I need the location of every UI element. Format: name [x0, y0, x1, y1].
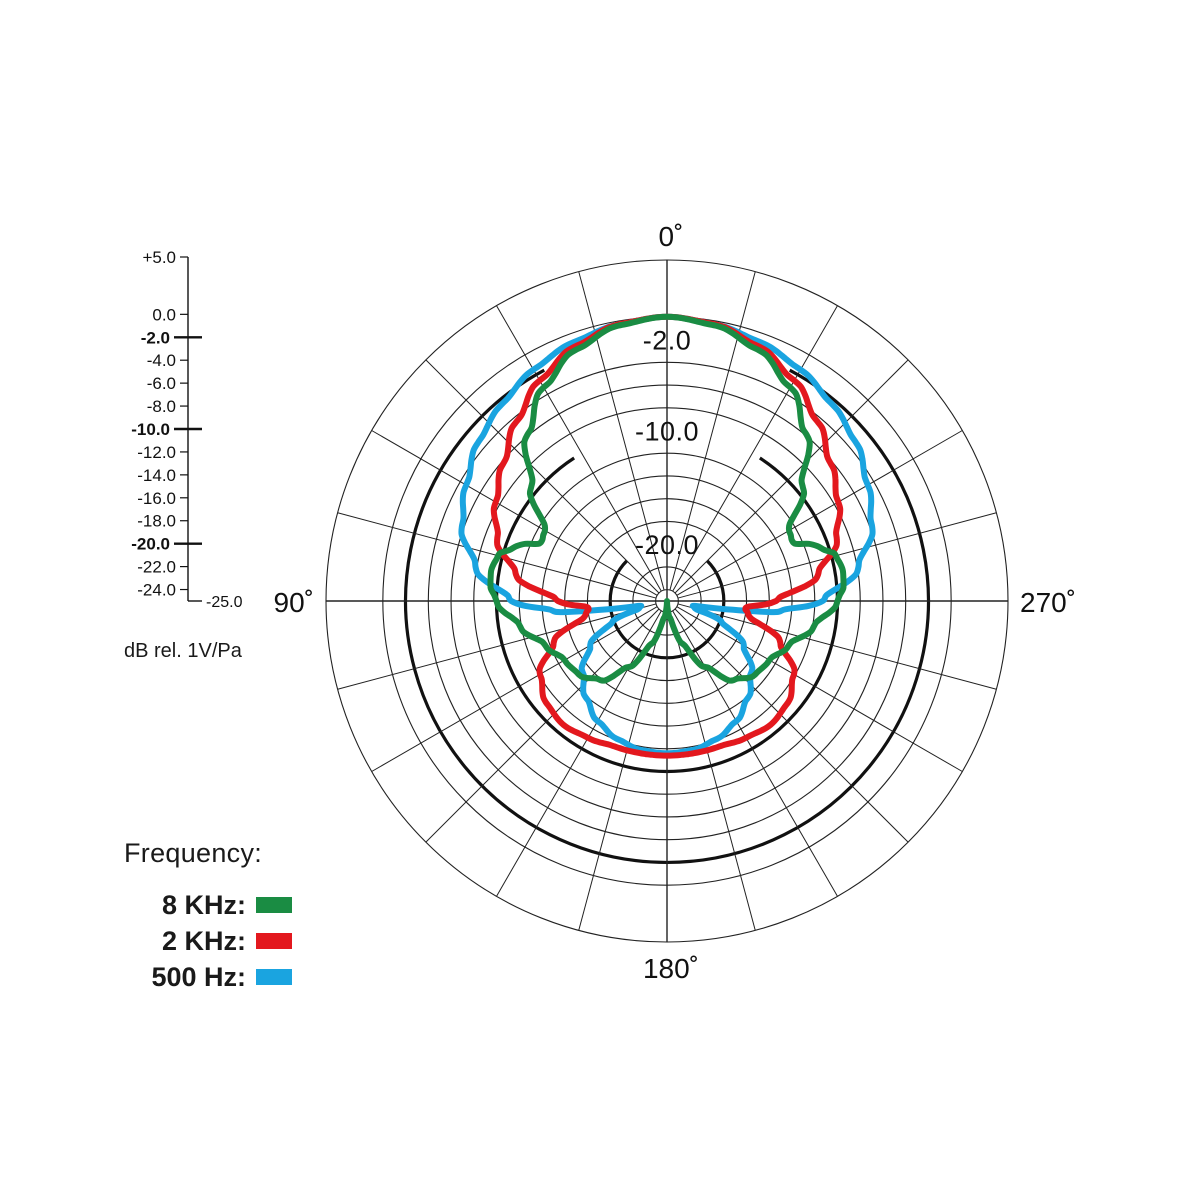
scale-tick-label: 0.0 [152, 305, 176, 324]
scale-tick-label: -8.0 [147, 397, 176, 416]
legend-item-2khz: 2 KHz: [124, 923, 292, 959]
legend-swatch [256, 897, 292, 913]
grid-spoke [337, 603, 657, 690]
grid-spoke [578, 611, 665, 931]
legend-item-500hz: 500 Hz: [124, 959, 292, 995]
db-scale: +5.0 0.0 -2.0 -4.0 -6.0 -8.0 -10.0 -12.0 -14.0 -1… [131, 248, 242, 611]
scale-tick-label: -4.0 [147, 351, 176, 370]
grid-spoke [496, 305, 662, 592]
scale-tick-label: -25.0 [206, 594, 243, 611]
legend-swatch [256, 933, 292, 949]
grid-spoke [425, 359, 660, 594]
grid-spoke [578, 271, 665, 591]
grid-spoke [677, 603, 997, 690]
grid-spoke [425, 608, 660, 843]
grid-spoke [669, 611, 756, 931]
angle-label: 180˚ [643, 953, 699, 984]
grid-spoke [676, 606, 963, 772]
grid-spoke [496, 610, 662, 897]
angle-label: 270˚ [1020, 587, 1076, 618]
scale-tick-label: -24.0 [137, 581, 176, 600]
scale-unit-label: dB rel. 1V/Pa [124, 640, 242, 662]
scale-tick-label: +5.0 [142, 248, 176, 267]
series-group [458, 313, 876, 759]
legend-swatch [256, 969, 292, 985]
angle-label: 0˚ [659, 221, 684, 252]
ring-label: -10.0 [635, 417, 699, 447]
angle-label: 90˚ [274, 587, 314, 618]
grid-spoke [672, 610, 838, 897]
ring-label: -2.0 [643, 326, 692, 356]
scale-tick-label: -22.0 [137, 558, 176, 577]
grid-spoke [676, 430, 963, 596]
grid-spoke [371, 430, 658, 596]
legend-item-8khz: 8 KHz: [124, 887, 292, 923]
legend: Frequency: 8 KHz: 2 KHz: 500 Hz: [124, 838, 292, 995]
scale-tick-label: -2.0 [141, 328, 170, 347]
scale-tick-label: -10.0 [131, 420, 170, 439]
angle-labels: 0˚ 90˚ 180˚ 270˚ [274, 221, 1077, 984]
scale-tick-label: -12.0 [137, 443, 176, 462]
series-2khz-curve [490, 313, 844, 759]
scale-tick-label: -14.0 [137, 466, 176, 485]
ring-labels: -2.0 -10.0 -20.0 [635, 326, 699, 561]
scale-tick-label: -6.0 [147, 374, 176, 393]
grid-spoke [674, 608, 909, 843]
legend-label: 500 Hz: [151, 961, 246, 992]
scale-tick-label: -16.0 [137, 489, 176, 508]
legend-label: 8 KHz: [161, 889, 246, 920]
scale-tick-label: -18.0 [137, 512, 176, 531]
series-8khz-curve [487, 313, 847, 684]
legend-label: 2 KHz: [161, 925, 246, 956]
grid-spoke [371, 606, 658, 772]
grid-spoke [672, 305, 838, 592]
scale-tick-label: -20.0 [131, 535, 170, 554]
ring-label: -20.0 [635, 530, 699, 560]
grid-spoke [674, 359, 909, 594]
legend-title: Frequency: [124, 838, 263, 868]
grid-spoke [669, 271, 756, 591]
